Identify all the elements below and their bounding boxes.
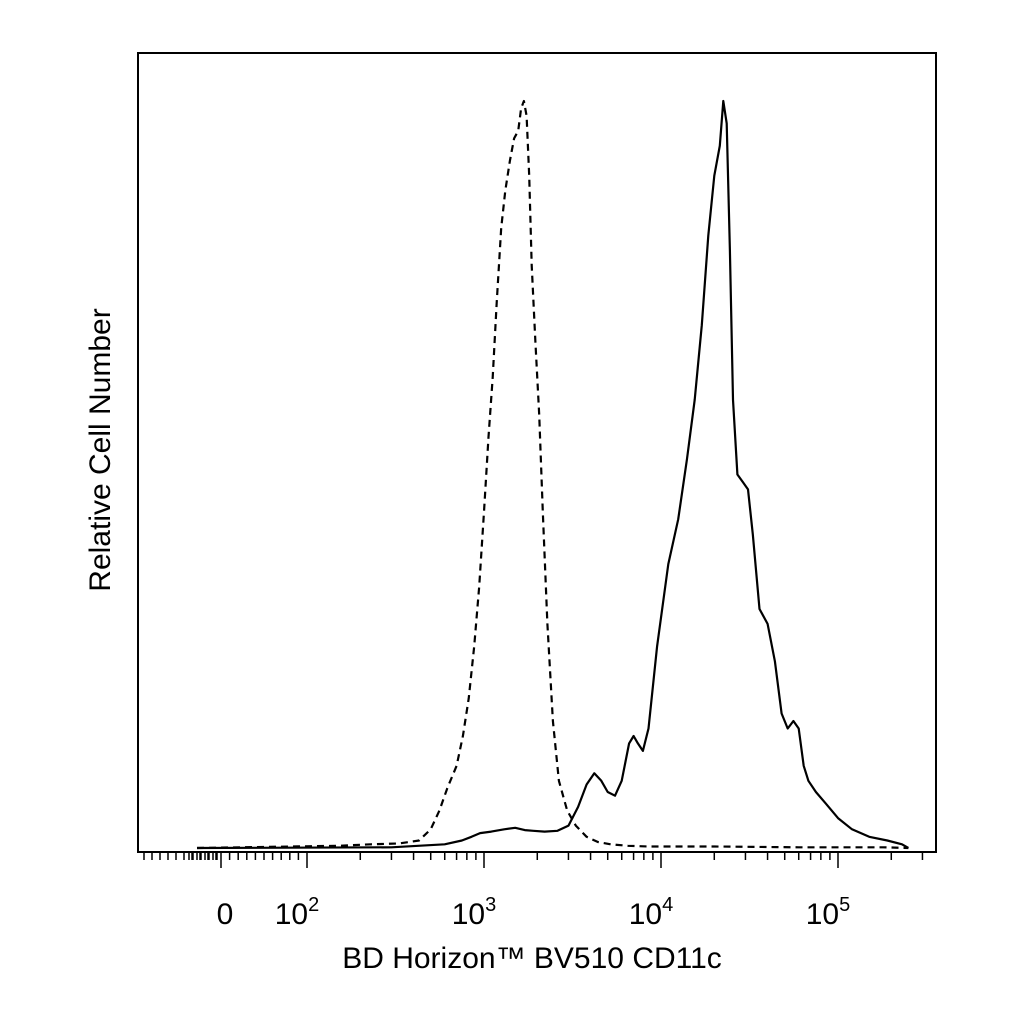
- x-axis-tick-labels: 0 102 103 104 105: [217, 894, 851, 931]
- x-axis-minor-ticks: [143, 852, 924, 860]
- series-dashed-line: [196, 99, 909, 850]
- x-axis-major-ticks: [220, 852, 839, 868]
- x-axis-title: BD Horizon™ BV510 CD11c: [342, 942, 722, 975]
- x-tick-label: 104: [629, 894, 674, 931]
- x-tick-label: 0: [217, 898, 234, 931]
- series-solid-line: [196, 99, 909, 850]
- x-tick-label: 102: [275, 894, 320, 931]
- y-axis-title: Relative Cell Number: [84, 308, 117, 591]
- x-tick-label: 103: [452, 894, 497, 931]
- series-layer: [196, 99, 909, 850]
- x-tick-label: 105: [806, 894, 851, 931]
